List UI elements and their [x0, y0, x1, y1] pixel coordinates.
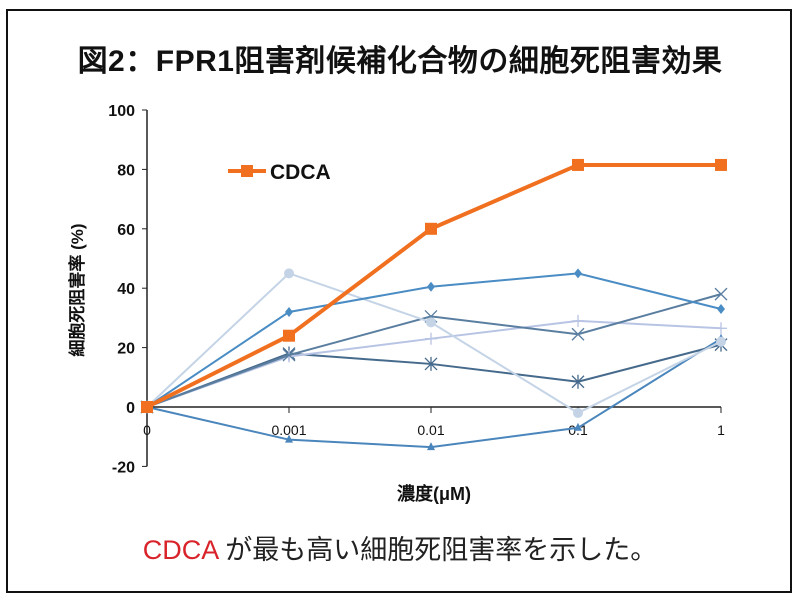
plus-marker [715, 322, 727, 335]
y-tick-label: 100 [108, 103, 135, 120]
square-marker [241, 165, 253, 177]
plus-marker [572, 314, 584, 327]
caption: CDCA が最も高い細胞死阻害率を示した。 [0, 528, 800, 567]
square-marker [283, 329, 295, 342]
y-tick-label: 40 [117, 281, 135, 298]
diamond-marker [574, 268, 582, 279]
figure-border [6, 9, 792, 593]
y-axis-title: 細胞死阻害率 (%) [67, 223, 87, 356]
caption-highlight: CDCA [142, 535, 218, 565]
square-marker [425, 222, 437, 235]
asterisk-marker [571, 374, 585, 389]
x-tick-label: 0.001 [271, 422, 306, 438]
y-tick-label: 0 [126, 400, 135, 417]
triangle-marker [427, 442, 435, 451]
square-marker [715, 158, 727, 171]
asterisk-marker [424, 356, 438, 371]
triangle-marker [574, 422, 582, 431]
x-axis-title: 濃度(μM) [397, 483, 471, 504]
x-marker [282, 348, 296, 362]
y-tick-label: 60 [117, 222, 135, 239]
figure-title: 図2：FPR1阻害剤候補化合物の細胞死阻害効果 [77, 45, 723, 78]
x-tick-label: 0 [143, 422, 151, 438]
plus-marker [425, 332, 437, 345]
series-line [146, 272, 722, 408]
diamond-marker [427, 281, 435, 292]
square-marker [572, 158, 584, 171]
y-tick-label: -20 [112, 459, 135, 476]
x-tick-label: 1 [717, 422, 725, 438]
x-tick-label: 0.01 [417, 422, 444, 438]
triangle-marker [285, 434, 293, 443]
legend-label: CDCA [270, 161, 331, 184]
caption-text: が最も高い細胞死阻害率を示した。 [217, 535, 658, 565]
circle-marker [284, 268, 294, 279]
x-marker [714, 287, 728, 301]
series-compound-4 [140, 287, 728, 414]
series-compound-3 [142, 268, 726, 418]
square-marker [141, 401, 153, 413]
circle-marker [716, 336, 726, 347]
circle-marker [426, 317, 436, 328]
diamond-marker [717, 303, 725, 314]
series-compound-6 [140, 337, 728, 414]
x-marker [571, 327, 585, 341]
y-tick-label: 80 [117, 162, 135, 179]
y-tick-label: 20 [117, 341, 135, 358]
circle-marker [573, 407, 583, 418]
series-CDCA [141, 158, 727, 413]
diamond-marker [285, 306, 293, 317]
